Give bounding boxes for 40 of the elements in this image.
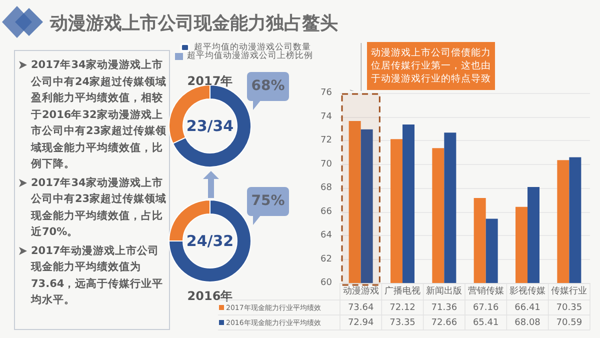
text: 2017年 (187, 74, 233, 88)
y-tick-label: 60 (320, 278, 332, 288)
data-label: 70.59 (556, 318, 582, 328)
text: 2016年 (187, 289, 233, 303)
data-label: 71.36 (431, 303, 458, 313)
text: 动漫游戏上市公司现金能力独占鳌头 (50, 12, 338, 35)
text: 2017年动漫游戏上市公司现金能力平均绩效值为73.64，远高于传媒行业平均水平。 (31, 244, 164, 308)
text: 动漫游戏上市公司偿债能力位居传媒行业第一，这也由于动漫游戏行业的特点导致 (371, 46, 491, 84)
text: 75% (250, 193, 286, 209)
data-label: 73.35 (390, 318, 416, 328)
x-tick-label: 广播电视 (384, 286, 420, 296)
legend-label: 超平均值的动漫游戏公司数量 (194, 42, 311, 52)
data-label: 68.08 (514, 318, 541, 328)
text: 68% (250, 78, 286, 94)
data-label: 66.41 (514, 303, 540, 313)
x-tick-label: 传媒行业 (551, 286, 588, 296)
x-tick-label: 动漫游戏 (342, 286, 379, 296)
data-label: 72.94 (348, 318, 374, 328)
x-tick-label: 新闻出版 (426, 286, 462, 296)
y-tick-label: 66 (320, 206, 332, 217)
data-label: 70.35 (556, 303, 582, 313)
data-label: 72.12 (390, 303, 416, 313)
y-tick-label: 62 (320, 254, 332, 264)
text: 2017年34家动漫游戏上市公司中有24家超过传媒领域盈利能力平均绩效值，相较于2016年32家动漫游戏上市公司中有23家超过传媒领域现金能力平均绩效值，比例下降。 (31, 58, 167, 172)
x-tick-label: 影视传媒 (510, 286, 546, 296)
y-tick-label: 70 (320, 159, 332, 170)
data-label: 67.16 (472, 303, 499, 313)
data-label: 72.66 (431, 318, 458, 328)
data-label: 73.64 (348, 303, 374, 313)
text: 超平均值动漫游戏公司上榜比例 (187, 51, 313, 62)
y-tick-label: 74 (320, 112, 332, 122)
x-tick-label: 营销传媒 (468, 286, 504, 296)
data-label: 65.41 (472, 318, 499, 328)
text: 23/34 (186, 117, 234, 135)
y-tick-label: 76 (320, 88, 332, 98)
y-tick-label: 68 (320, 183, 332, 193)
text: 2017年34家动漫游戏上市公司中有23家超过传媒领域现金能力平均绩效值，占比近70%。 (31, 176, 167, 240)
text: 24/32 (186, 232, 234, 250)
y-tick-label: 64 (320, 230, 332, 240)
y-tick-label: 72 (320, 136, 332, 146)
